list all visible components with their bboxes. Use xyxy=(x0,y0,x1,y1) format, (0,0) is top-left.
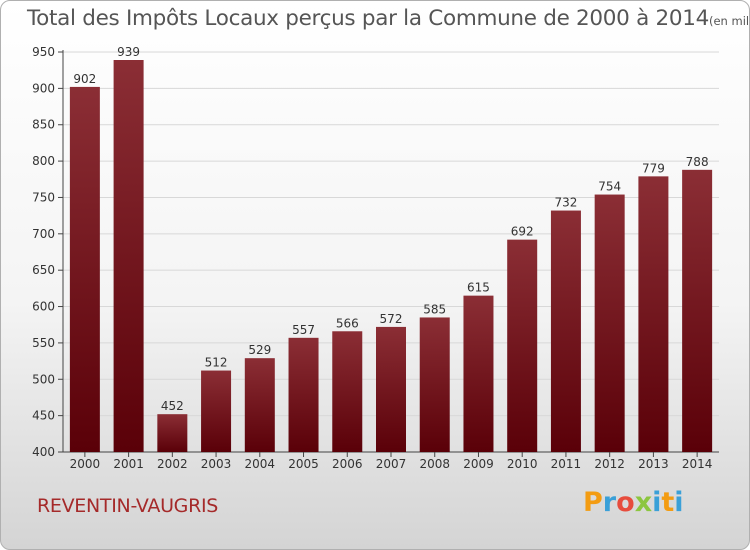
x-tick-label-2010: 2010 xyxy=(507,457,538,471)
bar-2010 xyxy=(507,239,538,452)
x-tick-label-2003: 2003 xyxy=(201,457,232,471)
commune-name: REVENTIN-VAUGRIS xyxy=(37,495,219,517)
value-label-2003: 512 xyxy=(205,356,228,370)
bar-2012 xyxy=(594,194,625,452)
y-tick-label-450: 450 xyxy=(32,409,55,423)
bar-2002 xyxy=(157,414,188,452)
x-tick-label-2007: 2007 xyxy=(376,457,407,471)
value-label-2012: 754 xyxy=(598,180,621,194)
x-tick-label-2012: 2012 xyxy=(594,457,625,471)
bar-2008 xyxy=(419,317,450,452)
y-tick-label-700: 700 xyxy=(32,227,55,241)
x-tick-label-2011: 2011 xyxy=(551,457,582,471)
bar-2005 xyxy=(288,337,319,452)
bar-2014 xyxy=(682,169,713,452)
labels: 400 450 500 550 600 650 700 750 800 850 900 950 902 2… xyxy=(32,45,712,471)
value-label-2006: 566 xyxy=(336,316,359,330)
x-tick-label-2001: 2001 xyxy=(113,457,144,471)
x-tick-label-2014: 2014 xyxy=(682,457,713,471)
proxiti-logo: Proxiti xyxy=(583,487,684,518)
y-tick-label-600: 600 xyxy=(32,300,55,314)
bar-2013 xyxy=(638,176,669,452)
x-tick-label-2000: 2000 xyxy=(70,457,101,471)
x-tick-label-2013: 2013 xyxy=(638,457,669,471)
bar-2007 xyxy=(376,326,406,452)
x-tick-label-2009: 2009 xyxy=(463,457,494,471)
x-tick-label-2006: 2006 xyxy=(332,457,363,471)
bar-2001 xyxy=(113,60,144,452)
x-tick-label-2008: 2008 xyxy=(419,457,450,471)
bar-2000 xyxy=(69,86,100,452)
bar-2009 xyxy=(463,295,494,452)
value-label-2008: 585 xyxy=(423,302,446,316)
y-tick-label-900: 900 xyxy=(32,81,55,95)
bar-2011 xyxy=(550,210,581,452)
y-tick-label-750: 750 xyxy=(32,190,55,204)
value-label-2005: 557 xyxy=(292,323,315,337)
value-label-2002: 452 xyxy=(161,399,184,413)
value-label-2000: 902 xyxy=(73,72,96,86)
x-tick-label-2004: 2004 xyxy=(245,457,276,471)
y-tick-label-400: 400 xyxy=(32,445,55,459)
y-tick-label-650: 650 xyxy=(32,263,55,277)
y-tick-label-950: 950 xyxy=(32,45,55,59)
bar-2006 xyxy=(332,331,363,452)
value-label-2001: 939 xyxy=(117,45,140,59)
value-label-2004: 529 xyxy=(248,343,271,357)
y-tick-label-850: 850 xyxy=(32,118,55,132)
chart-title-main: Total des Impôts Locaux perçus par la Co… xyxy=(27,6,709,31)
y-tick-label-550: 550 xyxy=(32,336,55,350)
x-tick-label-2002: 2002 xyxy=(157,457,188,471)
y-tick-label-500: 500 xyxy=(32,372,55,386)
value-label-2011: 732 xyxy=(554,196,577,210)
bars xyxy=(69,60,713,452)
x-tick-label-2005: 2005 xyxy=(288,457,319,471)
chart-title: Total des Impôts Locaux perçus par la Co… xyxy=(27,6,750,31)
y-tick-label-800: 800 xyxy=(32,154,55,168)
bar-2003 xyxy=(201,370,232,452)
value-label-2010: 692 xyxy=(511,225,534,239)
value-label-2014: 788 xyxy=(686,155,709,169)
bar-2004 xyxy=(244,358,275,452)
chart-unit-note: (en milliers d'€) xyxy=(709,14,750,28)
value-label-2009: 615 xyxy=(467,281,490,295)
value-label-2007: 572 xyxy=(380,312,403,326)
value-label-2013: 779 xyxy=(642,161,665,175)
